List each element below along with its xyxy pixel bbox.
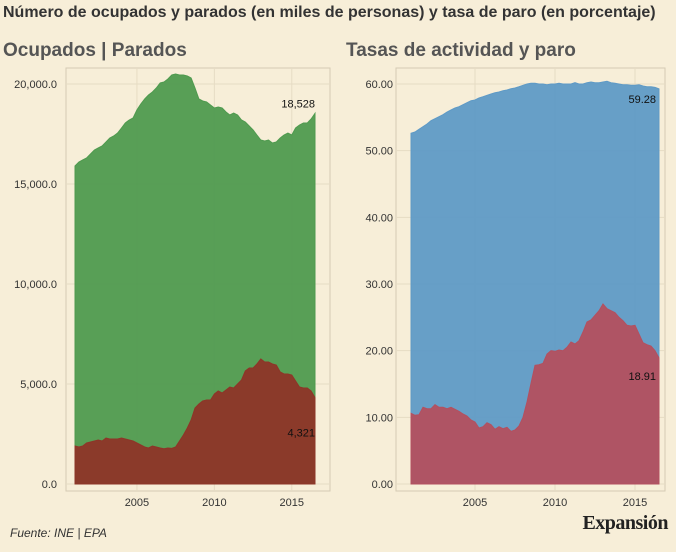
right-x-tick-label: 2005 (463, 497, 487, 509)
main-title: Número de ocupados y parados (en miles d… (3, 4, 656, 21)
right-x-tick-label: 2015 (623, 497, 647, 509)
right-plot-frame (395, 67, 666, 492)
right-value-label: 18.91 (628, 371, 656, 383)
left-plot-frame (65, 67, 331, 492)
left-y-tick-label: 20,000.0 (14, 79, 57, 91)
left-area-series-2 (74, 358, 316, 485)
right-y-tick-label: 30.00 (365, 279, 393, 291)
right-x-tick-label: 2010 (543, 497, 567, 509)
right-y-tick-label: 20.00 (365, 346, 393, 358)
right-y-tick-label: 60.00 (365, 79, 393, 91)
left-y-tick-label: 15,000.0 (14, 179, 57, 191)
left-y-tick-label: 10,000.0 (14, 279, 57, 291)
source-note: Fuente: INE | EPA (10, 526, 107, 540)
right-y-tick-label: 50.00 (365, 146, 393, 158)
left-value-label: 18,528 (281, 98, 315, 110)
right-y-tick-label: 40.00 (365, 212, 393, 224)
left-y-tick-label: 0.0 (42, 479, 57, 491)
right-value-label: 59.28 (628, 94, 656, 106)
left-x-tick-label: 2015 (280, 497, 304, 509)
left-y-tick-label: 5,000.0 (20, 379, 57, 391)
left-x-tick-label: 2005 (125, 497, 149, 509)
left-value-label: 4,321 (287, 428, 315, 440)
brand-logo: Expansión (582, 512, 668, 534)
right-area-series-2 (410, 303, 660, 485)
right-panel-title: Tasas de actividad y paro (346, 40, 576, 61)
right-y-tick-label: 10.00 (365, 412, 393, 424)
left-x-tick-label: 2010 (202, 497, 226, 509)
right-y-tick-label: 0.00 (372, 479, 393, 491)
left-panel-title: Ocupados | Parados (3, 40, 187, 61)
